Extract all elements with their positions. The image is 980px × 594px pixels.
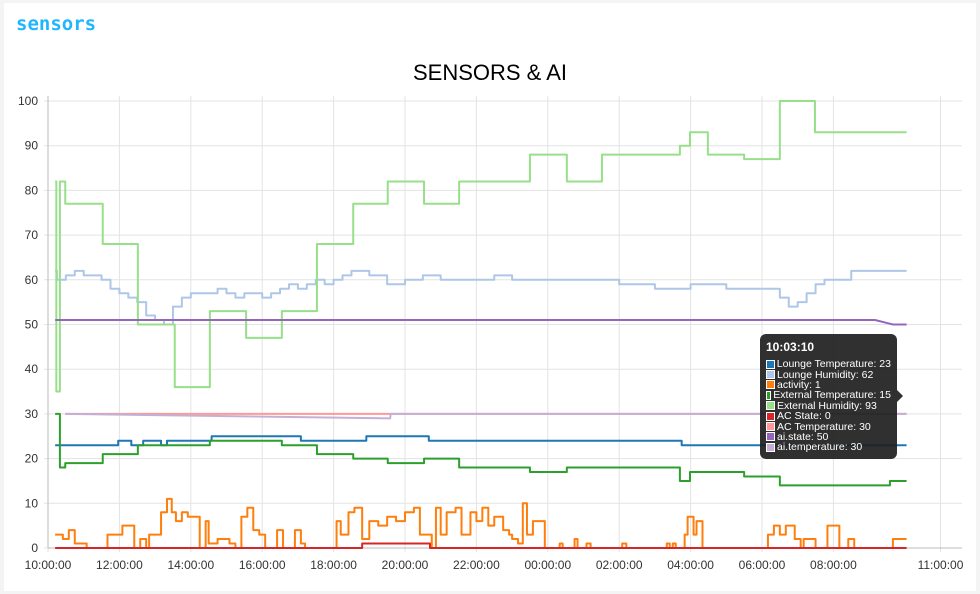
tooltip-label: AC Temperature: 30 xyxy=(777,420,871,433)
series-lounge-humidity xyxy=(55,269,907,326)
x-tick-label: 06:00:00 xyxy=(739,558,786,572)
y-tick-label: 30 xyxy=(25,407,39,421)
y-tick-label: 20 xyxy=(25,452,39,466)
y-tick-label: 0 xyxy=(31,541,38,555)
tooltip-item: ai.temperature: 30 xyxy=(766,441,891,454)
legend-swatch xyxy=(766,359,775,369)
tooltip-label: Lounge Humidity: 62 xyxy=(777,368,874,381)
series-external-humidity xyxy=(55,100,907,393)
x-tick-label: 02:00:00 xyxy=(596,558,643,572)
x-tick-label: 11:00:00 xyxy=(918,558,964,572)
tooltip-item: External Temperature: 15 xyxy=(766,389,891,402)
legend-swatch xyxy=(766,390,772,400)
tooltip-label: External Humidity: 93 xyxy=(777,399,877,412)
legend-swatch xyxy=(766,411,775,421)
x-tick-label: 08:00:00 xyxy=(810,558,857,572)
legend-swatch xyxy=(766,422,775,432)
x-tick-label: 18:00:00 xyxy=(310,558,357,572)
tooltip-item: AC Temperature: 30 xyxy=(766,420,891,433)
x-tick-label: 20:00:00 xyxy=(382,558,429,572)
legend-swatch xyxy=(766,401,775,411)
series-ai-temperature xyxy=(65,412,907,420)
legend-swatch xyxy=(766,442,775,452)
legend-swatch xyxy=(766,432,775,442)
tooltip-label: ai.state: 50 xyxy=(777,430,829,443)
y-tick-label: 90 xyxy=(25,139,39,153)
legend-swatch xyxy=(766,380,775,390)
tooltip-label: AC State: 0 xyxy=(777,410,831,423)
legend-swatch xyxy=(766,370,775,380)
x-tick-label: 00:00:00 xyxy=(524,558,571,572)
x-tick-label: 10:00:00 xyxy=(25,558,72,572)
tooltip-label: External Temperature: 15 xyxy=(773,389,891,402)
chart-tooltip: 10:03:10 Lounge Temperature: 23 Lounge Hu… xyxy=(760,334,903,459)
tooltip-label: ai.temperature: 30 xyxy=(777,441,863,454)
tooltip-item: ai.state: 50 xyxy=(766,430,891,443)
app-title: sensors xyxy=(16,13,97,35)
tooltip-label: Lounge Temperature: 23 xyxy=(776,358,891,371)
y-tick-label: 60 xyxy=(25,273,39,287)
series-ai-state xyxy=(55,319,907,326)
tooltip-time: 10:03:10 xyxy=(766,340,815,354)
y-tick-label: 100 xyxy=(18,94,38,108)
x-tick-label: 12:00:00 xyxy=(96,558,143,572)
tooltip-item: Lounge Temperature: 23 xyxy=(766,358,891,371)
y-tick-label: 80 xyxy=(25,183,39,197)
series-lounge-temperature xyxy=(55,435,907,447)
series-activity xyxy=(55,497,907,549)
tooltip-item: AC State: 0 xyxy=(766,410,891,423)
y-tick-label: 40 xyxy=(25,362,39,376)
chart-title: SENSORS & AI xyxy=(412,60,568,85)
tooltip-item: External Humidity: 93 xyxy=(766,399,891,412)
x-tick-label: 04:00:00 xyxy=(667,558,714,572)
x-tick-label: 14:00:00 xyxy=(167,558,214,572)
tooltip-label: activity: 1 xyxy=(777,378,821,391)
series-ac-state xyxy=(55,542,907,549)
tooltip-item: activity: 1 xyxy=(766,378,891,391)
y-tick-label: 10 xyxy=(25,496,39,510)
x-tick-label: 22:00:00 xyxy=(453,558,500,572)
x-tick-label: 16:00:00 xyxy=(239,558,286,572)
tooltip-item: Lounge Humidity: 62 xyxy=(766,368,891,381)
y-tick-label: 70 xyxy=(25,228,39,242)
y-tick-label: 50 xyxy=(25,318,39,332)
series-external-temperature xyxy=(55,412,907,487)
